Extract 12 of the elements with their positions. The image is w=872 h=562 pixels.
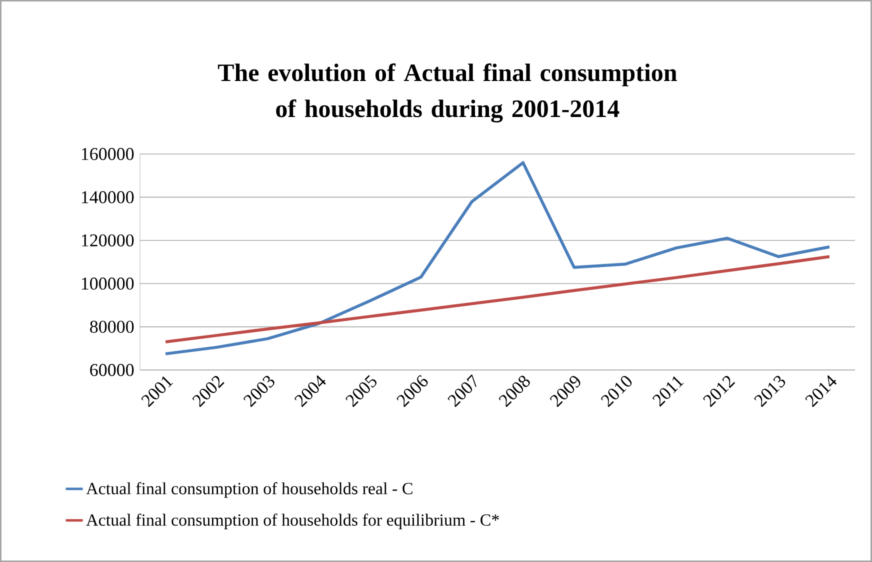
x-tick-label: 2011 <box>652 376 684 407</box>
legend-label: Actual final consumption of households real - C <box>86 482 412 498</box>
y-tick-label: 120000 <box>82 234 134 246</box>
y-tick-label: 100000 <box>82 278 134 290</box>
x-tick-label: 2001 <box>141 376 174 408</box>
y-tick-label: 80000 <box>90 320 134 333</box>
y-tick-label: 140000 <box>82 191 134 204</box>
y-tick-label: 160000 <box>82 148 134 160</box>
line-series <box>164 161 831 356</box>
y-tick-label: 60000 <box>90 364 134 376</box>
chart-title: The evolution of Actual final consumption of households during 2001-2014 <box>218 63 677 122</box>
legend-label: Actual final consumption of households for equilibrium - C* <box>86 514 499 530</box>
